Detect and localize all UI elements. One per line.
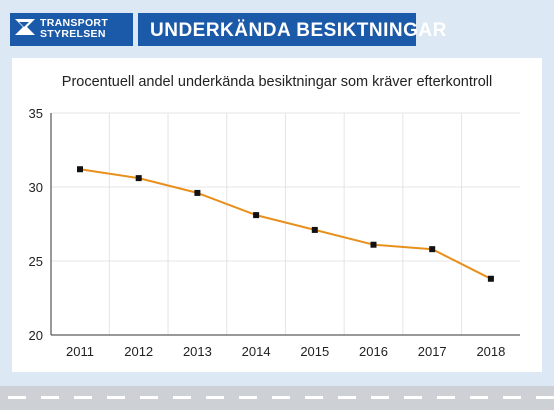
y-tick-label: 20 (29, 328, 43, 343)
road-dash (239, 396, 257, 399)
logo-line-1: TRANSPORT (40, 17, 109, 29)
data-point-2016 (370, 241, 377, 248)
road-dash (404, 396, 422, 399)
chart-panel (12, 58, 542, 372)
x-tick-label: 2014 (242, 344, 271, 359)
chart-title: Procentuell andel underkända besiktninga… (61, 74, 493, 90)
road-dash (140, 396, 158, 399)
x-tick-label: 2013 (183, 344, 212, 359)
road-dash (470, 396, 488, 399)
series-line (79, 168, 492, 280)
data-point-2011 (77, 166, 83, 173)
road-dash (206, 396, 224, 399)
page-title: UNDERKÄNDA BESIKTNINGAR (150, 20, 447, 41)
data-point-2018 (487, 275, 494, 282)
road-dash (8, 396, 26, 399)
data-point-2012 (135, 175, 142, 182)
x-tick-label: 2012 (124, 344, 153, 359)
page-title-box: UNDERKÄNDA BESIKTNINGAR (138, 13, 446, 46)
road-dash (173, 396, 191, 399)
road-dash (503, 396, 521, 399)
y-tick-label: 25 (29, 254, 43, 269)
road-dash (536, 396, 554, 399)
road-dash (107, 396, 125, 399)
x-tick-label: 2011 (66, 344, 94, 359)
x-tick-label: 2017 (418, 344, 447, 359)
road-dash (74, 396, 92, 399)
x-tick-label: 2015 (300, 344, 329, 359)
x-tick-label: 2018 (476, 344, 505, 359)
road-dash (437, 396, 455, 399)
data-point-2013 (194, 189, 201, 196)
x-tick-label: 2016 (359, 344, 388, 359)
road-dash (41, 396, 59, 399)
road-dash (305, 396, 323, 399)
logo-line-2: STYRELSEN (40, 28, 106, 40)
road-dash (272, 396, 290, 399)
transportstyrelsen-logo: TRANSPORT STYRELSEN (10, 13, 133, 46)
data-point-2017 (429, 246, 436, 253)
y-tick-label: 30 (29, 180, 43, 195)
logo-arrow-icon (15, 19, 35, 35)
logo-text: TRANSPORT STYRELSEN (40, 18, 108, 40)
road-dash (338, 396, 356, 399)
y-tick-label: 35 (29, 106, 43, 121)
data-point-2014 (253, 212, 260, 219)
data-point-2015 (311, 226, 318, 233)
road-decoration (0, 386, 554, 410)
road-dash (371, 396, 389, 399)
header: TRANSPORT STYRELSEN UNDERKÄNDA BESIKTNIN… (0, 0, 554, 50)
